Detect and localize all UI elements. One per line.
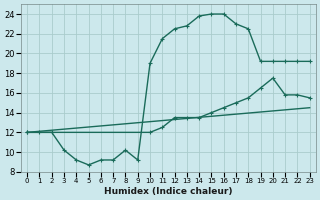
X-axis label: Humidex (Indice chaleur): Humidex (Indice chaleur) xyxy=(104,187,233,196)
